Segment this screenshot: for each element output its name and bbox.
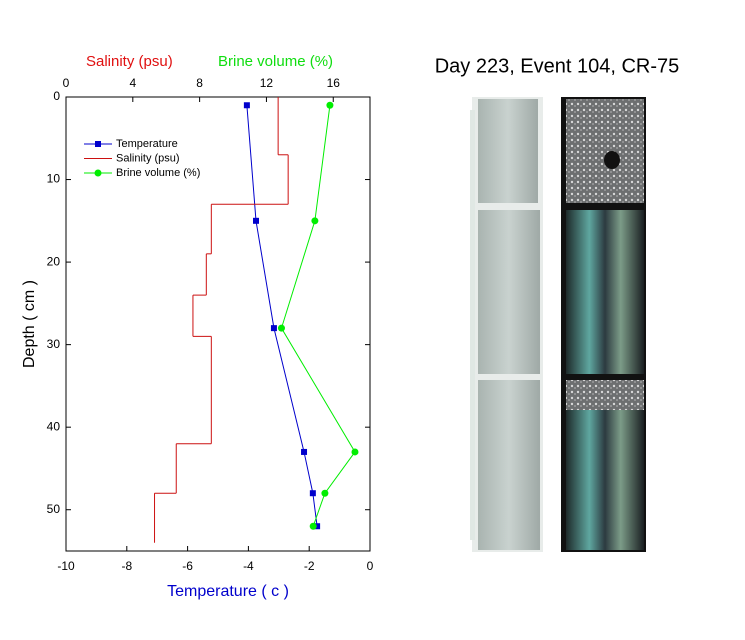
legend-marker	[94, 169, 102, 177]
x2-tick-label: 4	[129, 76, 136, 90]
data-point	[311, 217, 319, 225]
y-tick-label: 10	[47, 172, 61, 186]
y-axis-title: Depth ( cm )	[21, 280, 38, 368]
y-tick-label: 40	[47, 419, 61, 433]
core-photo	[478, 210, 540, 374]
x2-axis-title: Salinity (psu)	[86, 53, 173, 70]
x-tick-label: -10	[57, 559, 75, 573]
series-line	[280, 105, 356, 527]
y-tick-label: 0	[53, 89, 60, 103]
data-point	[351, 448, 359, 456]
series-line	[246, 105, 318, 527]
y-tick-label: 50	[47, 502, 61, 516]
x-tick-label: -4	[243, 559, 254, 573]
x2-tick-label: 16	[327, 76, 341, 90]
data-point	[253, 217, 259, 224]
x2-axis-title: Brine volume (%)	[218, 53, 333, 70]
x-axis-title: Temperature ( c )	[167, 583, 289, 600]
data-point	[270, 325, 277, 332]
x-tick-label: -8	[121, 559, 132, 573]
data-point	[277, 324, 285, 332]
x2-tick-label: 0	[63, 76, 70, 90]
legend-label: Temperature	[116, 138, 178, 150]
data-point	[321, 489, 329, 497]
chart-title: Day 223, Event 104, CR-75	[435, 55, 680, 77]
legend-marker	[95, 141, 101, 147]
data-point	[301, 448, 308, 455]
x2-tick-label: 12	[260, 76, 274, 90]
data-point	[314, 523, 321, 530]
y-tick-label: 30	[47, 337, 61, 351]
data-point	[326, 101, 334, 109]
x2-tick-label: 8	[196, 76, 203, 90]
core-photos	[470, 97, 646, 552]
x-tick-label: -2	[304, 559, 315, 573]
data-point	[243, 102, 250, 109]
legend-label: Brine volume (%)	[116, 167, 200, 179]
thin-section	[566, 410, 644, 550]
core-photo	[478, 380, 540, 550]
legend-label: Salinity (psu)	[116, 152, 180, 164]
x-tick-label: -6	[182, 559, 193, 573]
data-point	[309, 522, 317, 530]
thin-section	[566, 99, 644, 203]
thin-section	[566, 380, 644, 410]
thin-section-feature	[604, 151, 620, 169]
ruler	[470, 110, 475, 540]
y-tick-label: 20	[47, 254, 61, 268]
core-photo	[478, 99, 538, 203]
data-point	[309, 490, 316, 497]
thin-section	[566, 210, 644, 374]
plot-frame	[65, 96, 371, 552]
x-tick-label: 0	[367, 559, 374, 573]
